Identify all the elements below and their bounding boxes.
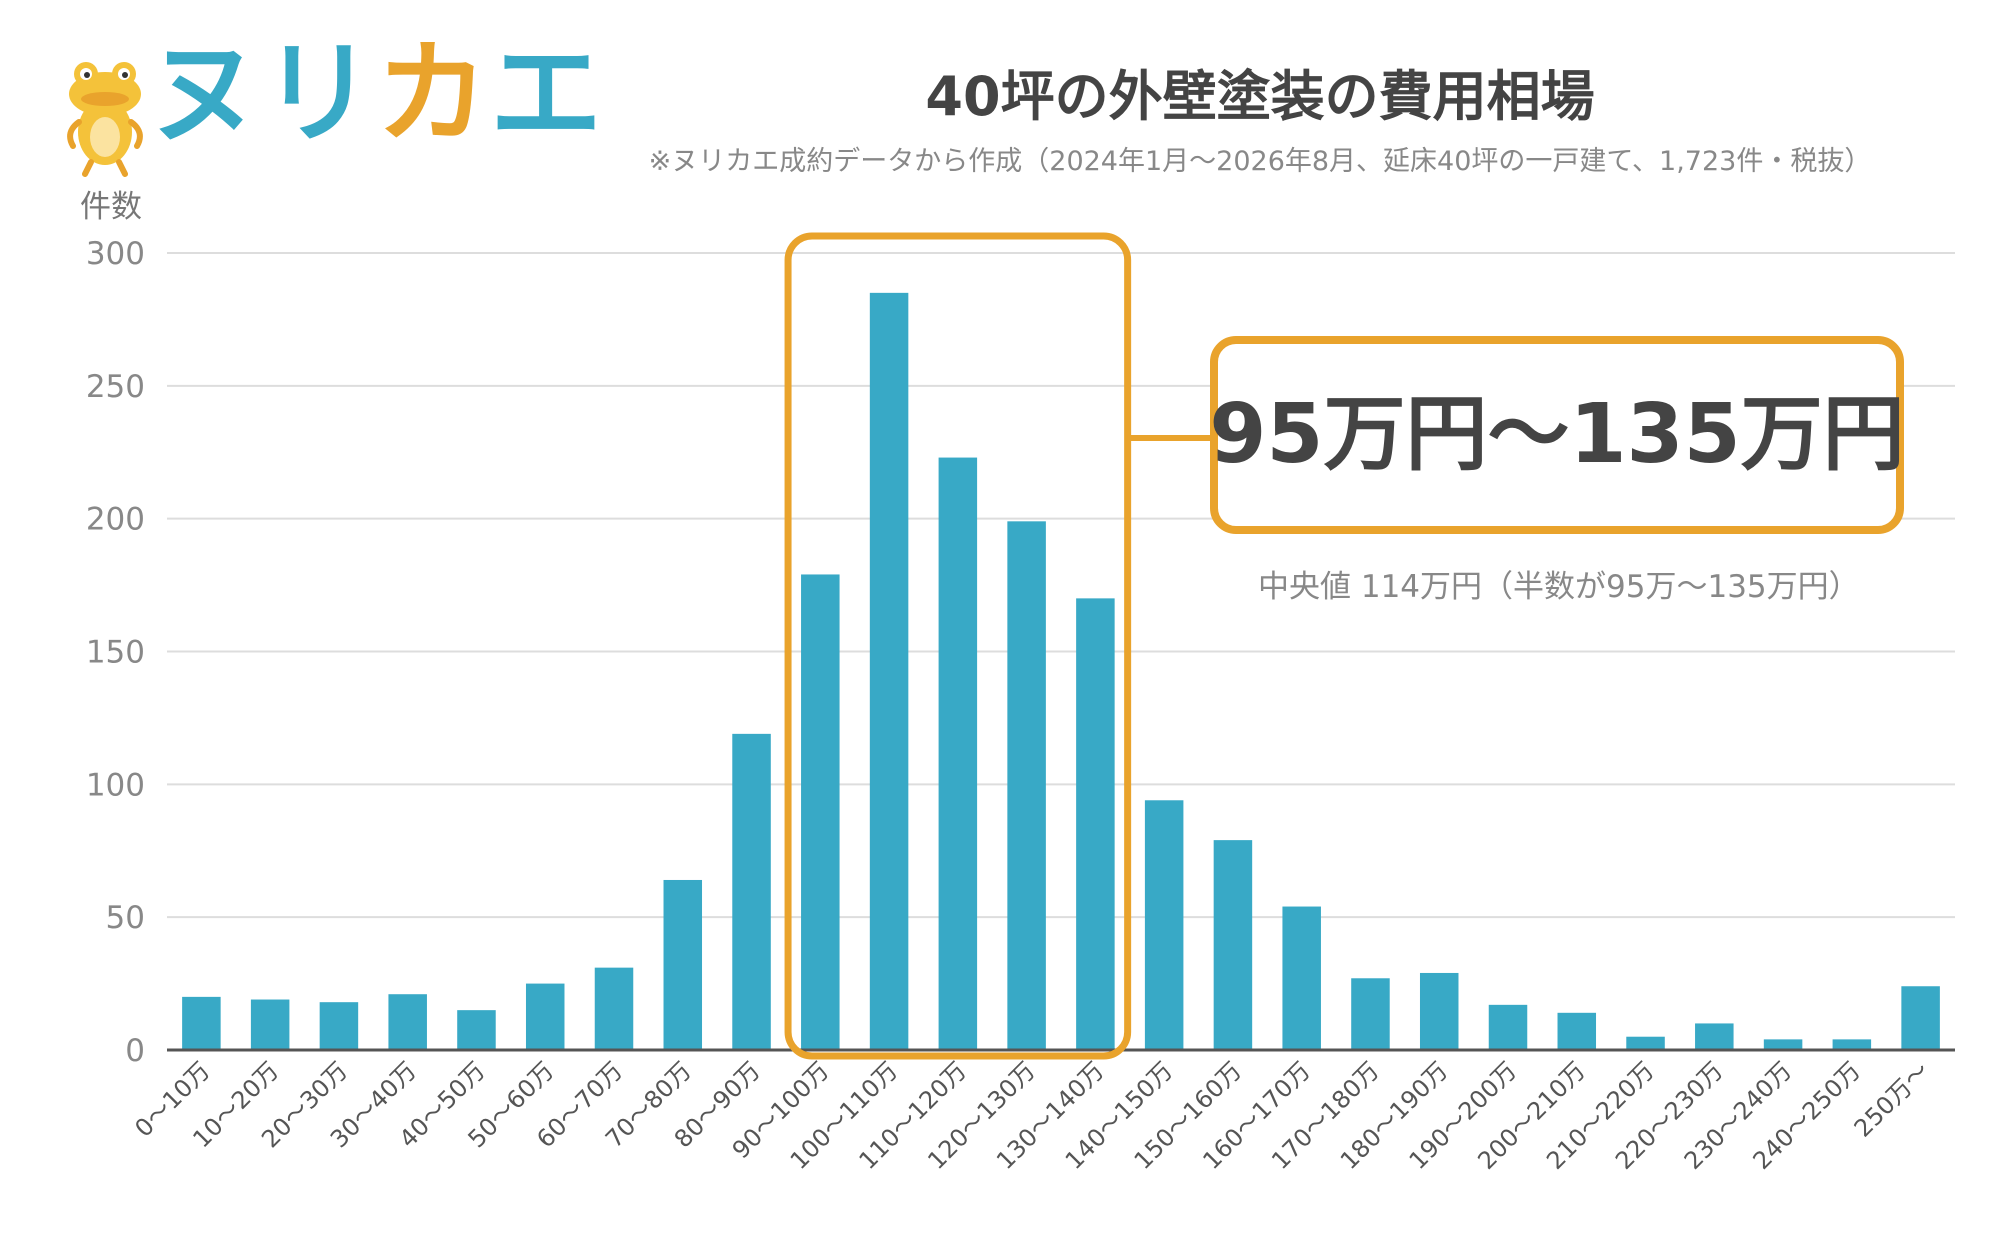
frog-mascot-icon xyxy=(67,62,143,177)
bar xyxy=(1213,840,1253,1050)
bar xyxy=(663,879,703,1050)
bar xyxy=(1832,1039,1872,1050)
bar xyxy=(938,457,978,1050)
bar xyxy=(1076,598,1115,1050)
bar xyxy=(1282,906,1321,1050)
bar xyxy=(1557,1012,1597,1050)
x-axis-ticks: 0〜10万10〜20万20〜30万30〜40万40〜50万50〜60万60〜70… xyxy=(129,1056,1934,1175)
y-tick-label: 100 xyxy=(86,767,145,803)
highlight-range-box xyxy=(784,232,1132,1060)
bar xyxy=(801,574,840,1050)
y-tick-label: 0 xyxy=(125,1033,145,1069)
bar xyxy=(388,994,427,1050)
bar xyxy=(1419,972,1459,1050)
bar xyxy=(1901,986,1940,1050)
bar xyxy=(1007,521,1046,1050)
y-tick-label: 50 xyxy=(106,900,145,936)
y-axis-label: 件数 xyxy=(80,189,142,225)
y-tick-label: 300 xyxy=(86,236,145,272)
price-range-text: 95万円〜135万円 xyxy=(1209,387,1905,482)
bar xyxy=(1351,978,1390,1050)
grid-lines xyxy=(167,252,1955,919)
y-tick-label: 150 xyxy=(86,635,145,671)
median-note: 中央値 114万円（半数が95万〜135万円） xyxy=(1258,569,1860,605)
bar xyxy=(1144,800,1184,1050)
y-tick-label: 200 xyxy=(86,502,145,538)
chart-subtitle: ※ヌリカエ成約データから作成（2024年1月〜2026年8月、延床40坪の一戸建… xyxy=(648,146,1872,177)
bars xyxy=(182,292,1940,1051)
y-axis-ticks: 0 50 100 150 200 250 300 xyxy=(86,236,145,1069)
bar xyxy=(732,733,771,1050)
y-tick-label: 250 xyxy=(86,369,145,405)
bar xyxy=(1695,1023,1734,1050)
price-range-callout: 95万円〜135万円 xyxy=(1209,336,1905,534)
logo-wordmark: ヌリカエ xyxy=(148,29,604,159)
bar xyxy=(1763,1039,1803,1050)
bar xyxy=(250,999,290,1050)
bar xyxy=(182,996,221,1050)
bar xyxy=(1626,1036,1665,1050)
bar xyxy=(1488,1004,1528,1050)
chart-title: 40坪の外壁塗装の費用相場 xyxy=(925,65,1595,128)
bar xyxy=(594,967,634,1050)
bar xyxy=(457,1010,496,1050)
bar xyxy=(869,292,909,1051)
bar xyxy=(525,983,565,1050)
x-tick-label: 250万〜 xyxy=(1849,1056,1935,1142)
bar xyxy=(319,1002,359,1050)
